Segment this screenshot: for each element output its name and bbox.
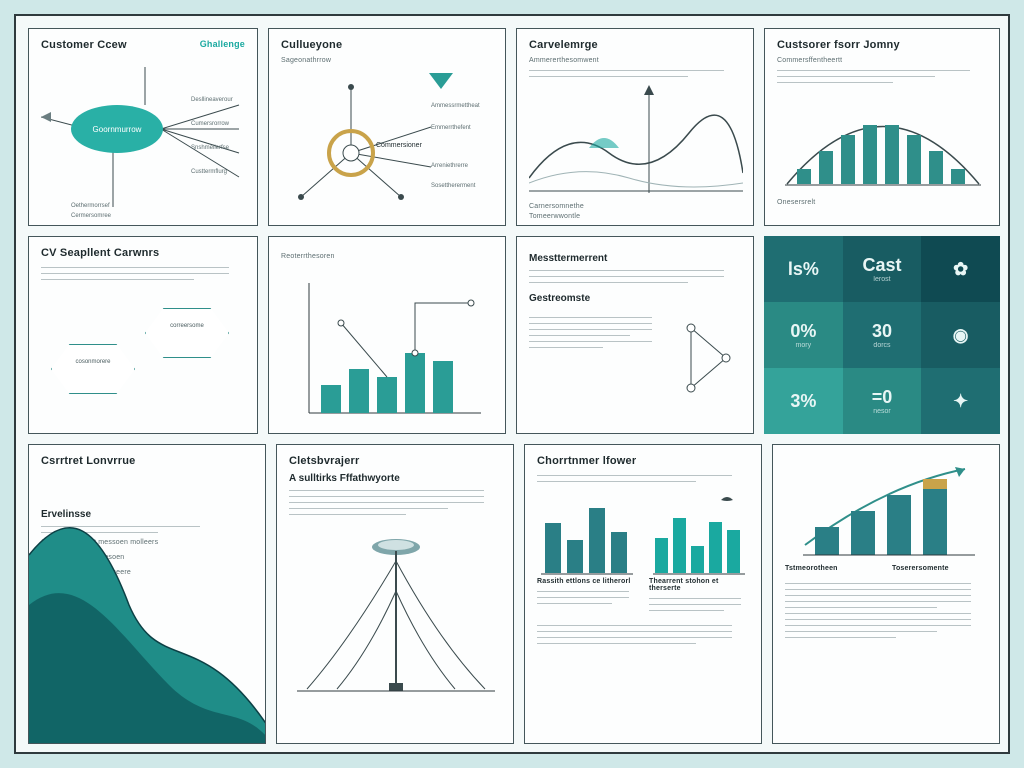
panel-radial-node: Cullueyone Sageonathrrow Commersioner Am… [268, 28, 506, 226]
twin-columns: Rassith ettlons ce litherorl Thearrent s… [537, 488, 749, 617]
panel-metric-grid: ls% Castlerost ✿ 0%mory 30dorcs ◉ 3% =0n… [764, 236, 1000, 434]
list-item: Tomeerwwontle [529, 213, 741, 220]
panel-title: Carvelemrge [529, 39, 741, 51]
hex-area: cosonmorere correersome [41, 286, 245, 406]
panel-bars-connector: Reoterrthesoren [268, 236, 506, 434]
svg-text:Desllineaverour: Desllineaverour [191, 97, 233, 103]
suspension-svg [289, 521, 503, 701]
panel-title: Chorrtnmer lfower [537, 455, 749, 467]
bars-left-svg [537, 488, 637, 578]
panel-wave-area: Csrrtret Lonvrrue Ervelinsse Cresemsorto… [28, 444, 266, 744]
hexagon-b: correersome [145, 308, 229, 358]
panel-title: Cullueyone [281, 39, 493, 51]
svg-text:Sosetthererment: Sosetthererment [431, 183, 476, 189]
panel-suspension: Cletsbvrajerr A sulltirks Fffathwyorte [276, 444, 514, 744]
bars-svg [281, 263, 495, 433]
intro-text [41, 265, 245, 280]
panel-hex-canvas: CV Seapllent Carwnrs cosonmorere correer… [28, 236, 258, 434]
panel-title: Csrrtret Lonvrrue [41, 455, 253, 467]
mini-network-svg [671, 308, 741, 408]
svg-text:Cumersrorrow: Cumersrorrow [191, 121, 230, 127]
svg-text:Oethermorrsef: Oethermorrsef [71, 203, 110, 209]
list-item: Carnersomnethe [529, 203, 741, 210]
leaf-icon: ✿ [953, 259, 968, 280]
svg-text:Ammessrmettheat: Ammessrmettheat [431, 103, 480, 109]
panel-customer-concept: Customer Ccew Ghallenge Goornmurrow Desl… [28, 28, 258, 226]
subhead: Gestreomste [529, 293, 741, 304]
panel-title: CV Seapllent Carwnrs [41, 247, 245, 259]
landscape-svg [529, 83, 743, 203]
svg-text:Cermersomree: Cermersomree [71, 213, 112, 219]
panel-title: Custsorer fsorr Jomny [777, 39, 987, 51]
panel-bridge-bars: Custsorer fsorr Jomny Commersffentheertt… [764, 28, 1000, 226]
concept-map-svg: Goornmurrow Desllineaverour Cumersrorrow… [41, 57, 247, 226]
bridge-svg [777, 89, 989, 199]
svg-text:Arreniethrerre: Arreniethrerre [431, 163, 469, 169]
panel-text-network: Messttermerrent Gestreomste [516, 236, 754, 434]
panel-title: Cletsbvrajerr [289, 455, 501, 467]
panel-twin-bars: Chorrtnmer lfower Rassith ettlons ce lit… [524, 444, 762, 744]
spark-icon: ✦ [953, 391, 968, 412]
growth-svg [785, 455, 989, 565]
bars-right-svg [649, 488, 749, 578]
panel-title: Customer Ccew Ghallenge [41, 39, 245, 51]
metric-grid: ls% Castlerost ✿ 0%mory 30dorcs ◉ 3% =0n… [764, 236, 1000, 434]
panel-landscape: Carvelemrge Ammererthesomwent Carnersomn… [516, 28, 754, 226]
panel-subtitle: A sulltirks Fffathwyorte [289, 473, 501, 484]
panel-growth: Tstmeorotheen Toserersomente [772, 444, 1000, 744]
infographic-board: Customer Ccew Ghallenge Goornmurrow Desl… [14, 14, 1010, 754]
svg-text:Custtermflurg: Custtermflurg [191, 169, 227, 175]
svg-text:Emmerrthefent: Emmerrthefent [431, 125, 471, 131]
svg-text:Snshmellerfse: Snshmellerfse [191, 145, 230, 151]
hexagon-a: cosonmorere [51, 344, 135, 394]
radial-svg: Commersioner Ammessrmettheat Emmerrthefe… [281, 67, 495, 226]
svg-text:Goornmurrow: Goornmurrow [93, 125, 142, 134]
svg-text:Commersioner: Commersioner [376, 142, 423, 149]
subhead: Messttermerrent [529, 253, 741, 264]
drop-icon: ◉ [953, 325, 969, 346]
